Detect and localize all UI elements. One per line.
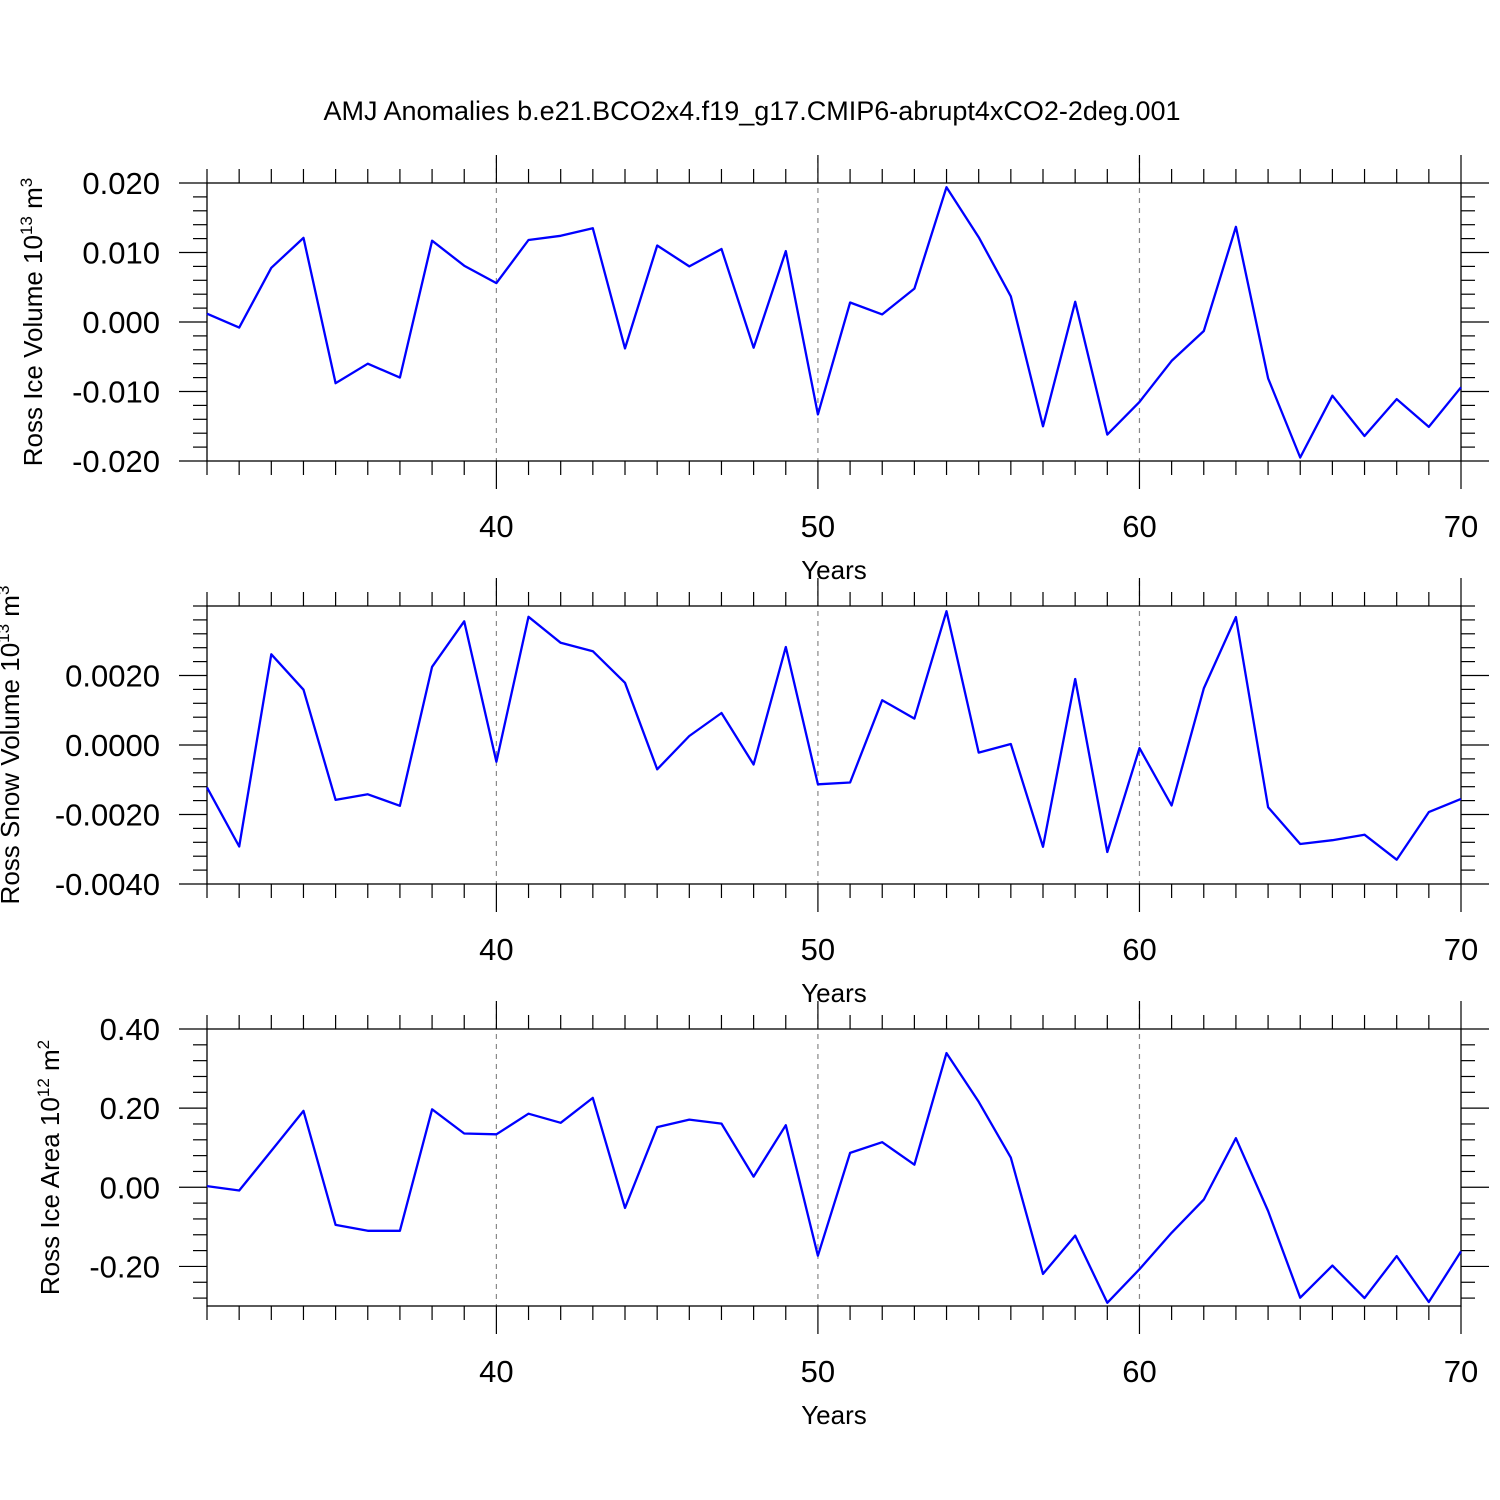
x-tick-label: 40 — [479, 509, 513, 544]
y-axis-label-unit-exponent: 3 — [0, 586, 13, 595]
y-axis-label-unit: m — [35, 1049, 65, 1078]
y-axis-label-unit: m — [18, 187, 48, 216]
x-tick-label: 70 — [1444, 932, 1478, 967]
x-axis-label: Years — [801, 1400, 867, 1430]
y-axis-label-unit-exponent: 2 — [34, 1040, 53, 1049]
y-tick-label: 0.000 — [82, 305, 160, 340]
x-tick-label: 70 — [1444, 509, 1478, 544]
y-tick-label: 0.00 — [100, 1170, 160, 1205]
y-tick-label: 0.0000 — [65, 728, 160, 763]
figure-title: AMJ Anomalies b.e21.BCO2x4.f19_g17.CMIP6… — [324, 96, 1181, 126]
y-tick-label: -0.20 — [89, 1249, 160, 1284]
chart-panels: 40 50 60 70 -0.020 -0.010 0.000 0.010 0.020 Years… — [0, 155, 1489, 1430]
y-tick-label: -0.0020 — [55, 798, 160, 833]
y-axis-label-exponent: 12 — [34, 1078, 53, 1097]
y-tick-label: -0.010 — [72, 375, 160, 410]
x-tick-label: 40 — [479, 1354, 513, 1389]
x-tick-label: 60 — [1122, 1354, 1156, 1389]
x-tick-label: 50 — [801, 1354, 835, 1389]
series-line — [206, 186, 1462, 459]
plot-frame — [206, 1028, 1462, 1307]
y-tick-label: 0.020 — [82, 166, 160, 201]
x-tick-label: 60 — [1122, 932, 1156, 967]
y-axis-label-exponent: 13 — [17, 216, 36, 235]
x-tick-label: 50 — [801, 509, 835, 544]
plot-frame — [206, 605, 1462, 885]
y-tick-label: 0.20 — [100, 1091, 160, 1126]
x-tick-label: 50 — [801, 932, 835, 967]
y-axis-label-base: Ross Snow Volume 10 — [0, 643, 25, 905]
x-tick-label: 40 — [479, 932, 513, 967]
y-tick-label: -0.020 — [72, 444, 160, 479]
plot-frame — [206, 182, 1462, 462]
y-axis-label-base: Ross Ice Volume 10 — [18, 235, 48, 466]
y-axis-label: Ross Ice Volume 1013 m3 — [17, 178, 48, 467]
panel-2: 40 50 60 70 -0.0040 -0.0020 0.0000 0.0020 Years R… — [0, 578, 1489, 1008]
x-axis-label: Years — [801, 555, 867, 585]
y-axis-label: Ross Ice Area 1012 m2 — [34, 1040, 65, 1295]
x-axis-label: Years — [801, 978, 867, 1008]
series-line — [206, 1051, 1462, 1304]
y-tick-label: 0.0020 — [65, 659, 160, 694]
y-axis-label-unit: m — [0, 595, 25, 624]
y-tick-label: 0.010 — [82, 236, 160, 271]
y-axis-label-unit-exponent: 3 — [17, 178, 36, 187]
y-axis-label-base: Ross Ice Area 10 — [35, 1097, 65, 1295]
y-tick-label: -0.0040 — [55, 867, 160, 902]
series-line — [205, 610, 1462, 861]
y-axis-label-exponent: 13 — [0, 624, 13, 643]
panel-1: 40 50 60 70 -0.020 -0.010 0.000 0.010 0.020 Years… — [17, 155, 1489, 585]
y-tick-label: 0.40 — [100, 1012, 160, 1047]
y-axis-label: Ross Snow Volume 1013 m3 — [0, 586, 25, 905]
x-tick-label: 70 — [1444, 1354, 1478, 1389]
panel-3: 40 50 60 70 -0.20 0.00 0.20 0.40 Years Ross Ice A… — [34, 1001, 1489, 1430]
x-tick-label: 60 — [1122, 509, 1156, 544]
